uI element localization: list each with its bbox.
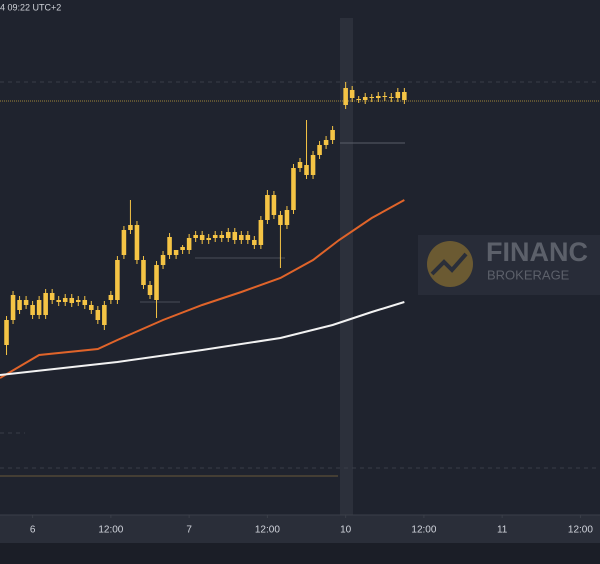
candle-body [62, 298, 68, 302]
x-tick-label: 12:00 [568, 525, 593, 536]
candle-body [219, 235, 225, 238]
candle-body [356, 99, 361, 100]
watermark: FINANC BROKERAGE [418, 235, 600, 295]
candle-body [252, 240, 257, 245]
candle-body [95, 310, 101, 320]
candle-body [30, 305, 35, 315]
candle-body [43, 293, 48, 315]
x-tick-label: 11 [497, 525, 508, 536]
moving-average-line [0, 301, 405, 376]
candle-body [245, 235, 251, 240]
x-tick-label: 12:00 [98, 525, 123, 536]
header-text: 4 09:22 UTC+2 [0, 2, 61, 12]
watermark-title: FINANC [486, 237, 588, 267]
x-tick-label: 10 [340, 525, 352, 536]
candle-body [89, 305, 94, 310]
candle-body [69, 298, 75, 303]
candle-body [375, 96, 381, 98]
candle-body [265, 195, 270, 220]
candle-body [271, 195, 277, 215]
candle-body [239, 235, 244, 240]
candle-body [199, 235, 205, 240]
candle-body [115, 260, 120, 300]
candle-body [173, 250, 179, 255]
x-tick-label: 12:00 [411, 525, 436, 536]
candle-body [206, 238, 211, 240]
candle-body [160, 255, 166, 265]
x-axis-strip [0, 515, 600, 543]
watermark-icon-arrow [430, 252, 468, 276]
candle-body [167, 237, 172, 255]
candle-body [284, 210, 290, 225]
candle-body [258, 220, 264, 245]
candle-body [323, 140, 329, 145]
watermark-icon [427, 241, 473, 287]
candle-body [147, 285, 153, 295]
candle-body [154, 265, 159, 300]
moving-average-line [0, 199, 405, 379]
candle-body [389, 97, 394, 98]
candle-body [75, 300, 81, 302]
candle-body [186, 238, 192, 250]
candle-body [212, 235, 218, 238]
candle-body [278, 215, 283, 225]
candle-body [232, 232, 238, 240]
candle-body [141, 260, 146, 285]
candle-body [49, 293, 55, 300]
candle-body [193, 235, 198, 238]
candle-body [102, 305, 107, 325]
candle-body [10, 295, 16, 320]
footer-strip [0, 543, 600, 564]
crosshair-band [340, 18, 353, 515]
candle-body [402, 92, 407, 100]
candle-body [382, 96, 388, 97]
x-tick-label: 12:00 [255, 525, 280, 536]
candle-body [291, 168, 296, 210]
candle-body [349, 90, 355, 98]
candle-body [369, 97, 375, 98]
candle-body [36, 300, 42, 315]
candle-body [310, 155, 316, 175]
candle-body [134, 225, 140, 260]
candle-body [23, 300, 29, 305]
candle-body [56, 300, 61, 302]
candle-body [128, 225, 133, 230]
x-tick-label: 7 [186, 525, 192, 536]
candle-body [4, 320, 9, 345]
x-tick-label: 6 [30, 525, 36, 536]
candle-body [17, 300, 22, 310]
candle-body [121, 230, 127, 255]
candle-body [395, 92, 401, 98]
candle-body [82, 300, 88, 305]
candle-body [225, 232, 231, 238]
candle-body [180, 247, 185, 250]
candle-body [297, 162, 303, 168]
candle-body [108, 295, 114, 300]
candle-body [343, 88, 348, 105]
candle-body [317, 145, 322, 155]
candle-body [330, 130, 335, 140]
candle-body [304, 165, 309, 175]
watermark-subtitle: BROKERAGE [487, 267, 570, 282]
candle-body [362, 97, 368, 100]
